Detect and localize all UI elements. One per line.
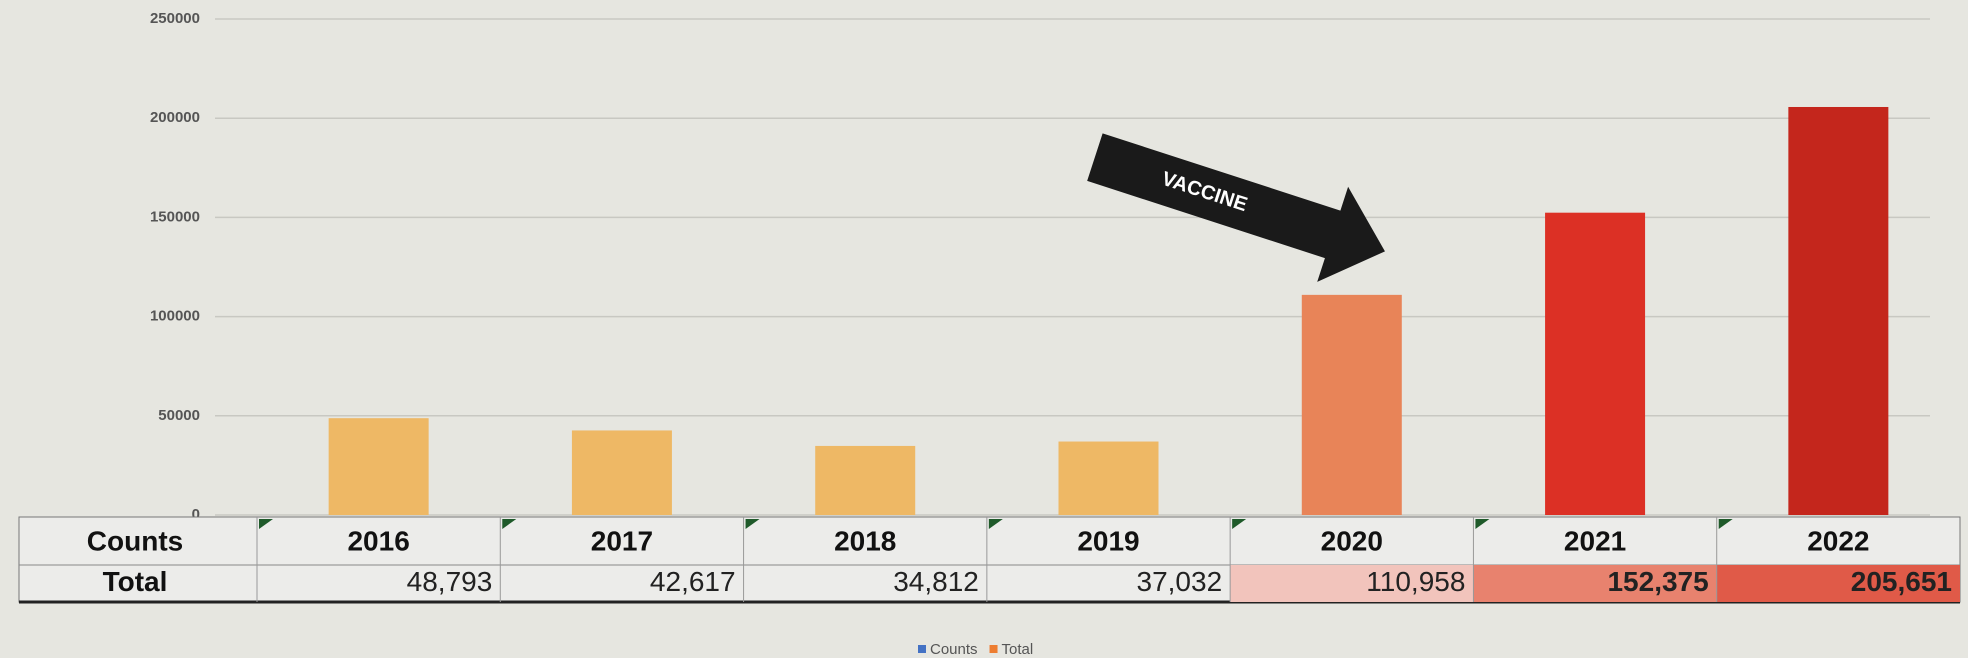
legend-label: Total: [1002, 641, 1034, 658]
value-label: 110,958: [1366, 566, 1465, 597]
annotation-arrow: VACCINE: [1087, 133, 1385, 282]
value-label: 205,651: [1851, 566, 1952, 597]
bar: [1545, 212, 1646, 516]
y-tick-label: 100000: [150, 308, 200, 325]
x-tick-label: 2020: [1321, 525, 1383, 556]
legend-swatch: [989, 645, 998, 653]
arrow-shape: [1087, 133, 1385, 282]
value-label: 48,793: [407, 566, 493, 597]
cell-marker: [259, 519, 273, 529]
x-tick-label: 2022: [1807, 525, 1869, 556]
cell-marker: [745, 519, 760, 529]
bar: [1058, 441, 1159, 515]
x-tick-label: 2021: [1564, 525, 1626, 556]
bar: [1301, 294, 1402, 515]
table-header: Counts: [87, 525, 183, 556]
x-tick-label: 2016: [347, 525, 409, 556]
x-tick-label: 2019: [1077, 525, 1139, 556]
y-tick-label: 0: [192, 506, 200, 523]
cell-marker: [1475, 519, 1490, 529]
legend-label: Counts: [930, 641, 978, 658]
bar: [328, 418, 429, 515]
value-label: 42,617: [650, 566, 736, 597]
cell-marker: [1718, 519, 1733, 529]
y-tick-label: 250000: [150, 10, 200, 27]
cell-marker: [502, 519, 517, 529]
cell-marker: [1232, 519, 1247, 529]
value-label: 37,032: [1137, 566, 1223, 597]
bar: [571, 430, 672, 515]
value-label: 152,375: [1607, 566, 1708, 597]
bar: [815, 445, 916, 515]
plot: 0 50000 100000 150000 200000 250000 Counts Tota…: [18, 10, 1961, 658]
y-tick-label: 200000: [150, 109, 200, 126]
y-tick-label: 150000: [150, 208, 200, 225]
x-tick-label: 2018: [834, 525, 896, 556]
legend-swatch: [918, 645, 926, 653]
table-cell: [1473, 565, 1717, 602]
value-label: 34,812: [893, 566, 979, 597]
table-cell: [1230, 565, 1474, 602]
y-tick-label: 50000: [158, 407, 200, 424]
bar: [1788, 106, 1889, 516]
x-tick-label: 2017: [591, 525, 653, 556]
cell-marker: [988, 519, 1003, 529]
table-cell: [1716, 565, 1960, 602]
table-row-label: Total: [103, 566, 168, 597]
